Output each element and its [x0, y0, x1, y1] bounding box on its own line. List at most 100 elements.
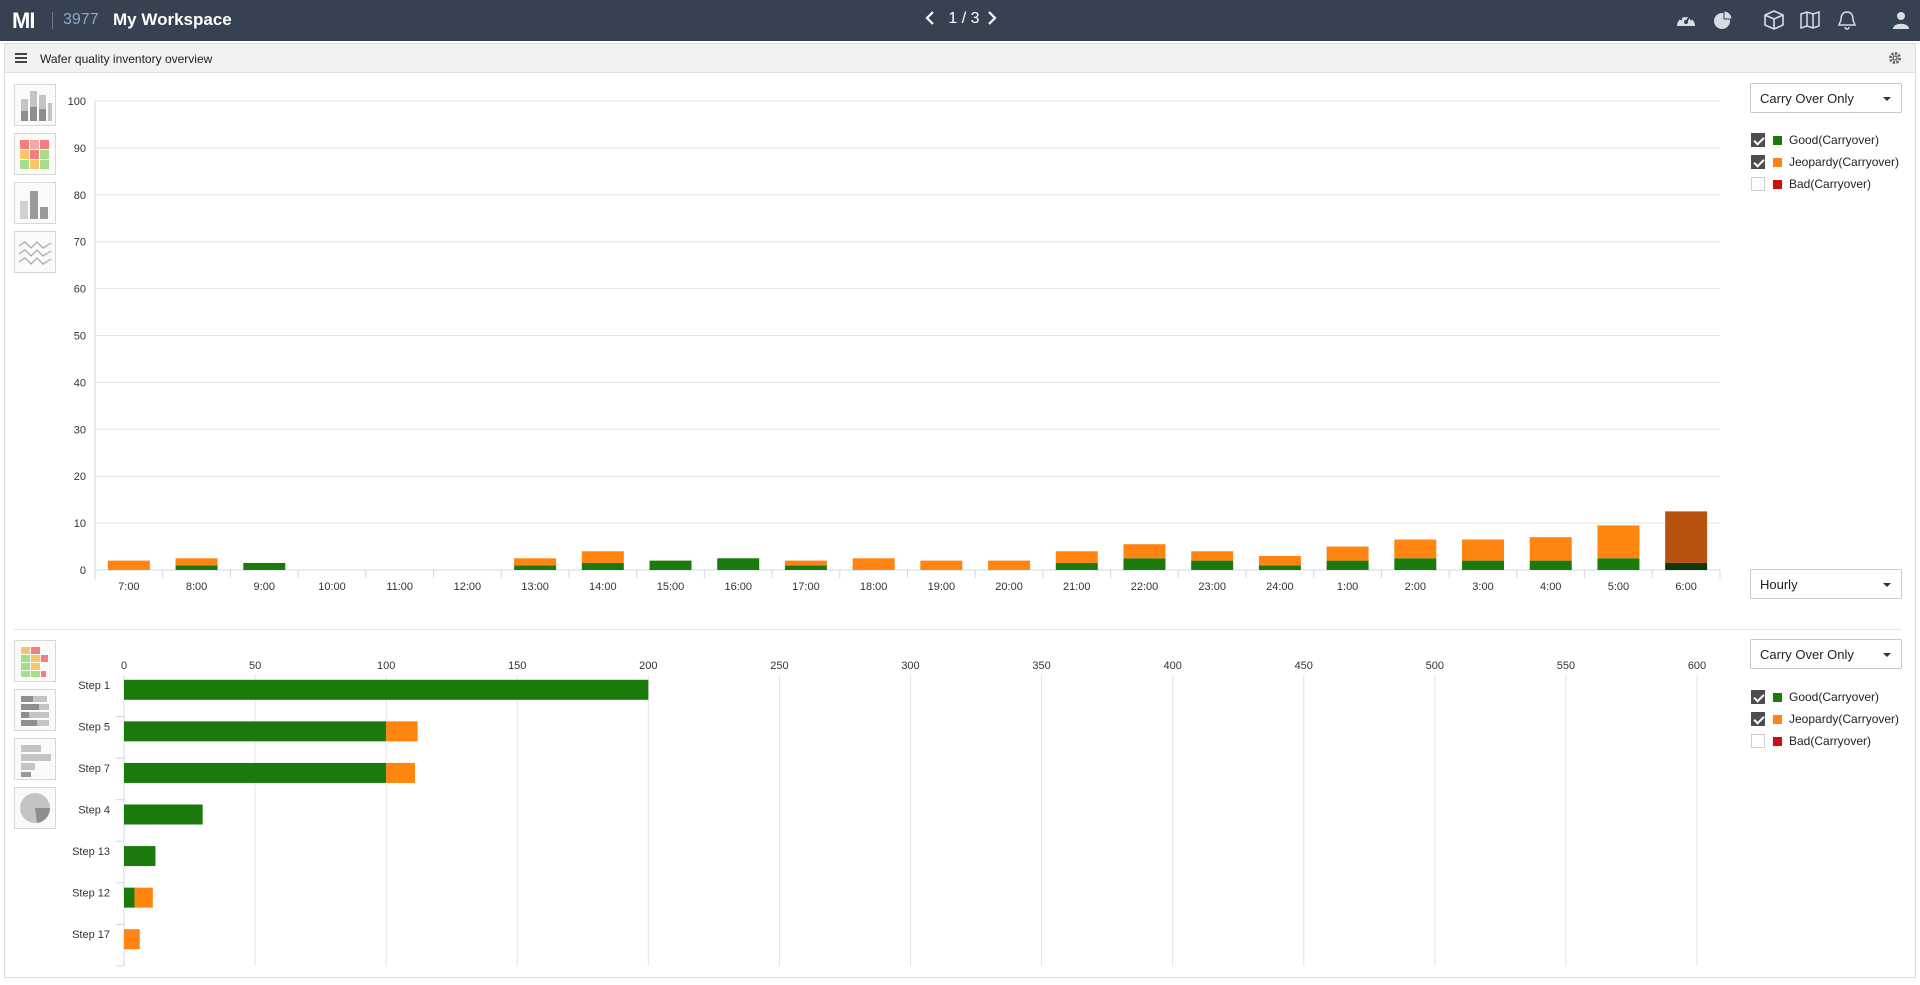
x-tick-label: 300	[901, 660, 919, 672]
pie-chart-icon[interactable]	[1712, 10, 1734, 30]
legend-label-bad: Bad(Carryover)	[1789, 734, 1872, 748]
x-tick-label: 11:00	[386, 581, 413, 593]
legend-swatch-jeopardy	[1773, 715, 1782, 724]
bar-jeopardy	[1394, 539, 1437, 559]
bar-good	[581, 562, 624, 570]
x-tick-label: 2:00	[1405, 581, 1426, 593]
bar-good	[175, 565, 218, 570]
x-tick-label: 5:00	[1608, 581, 1629, 593]
cube-icon[interactable]	[1763, 10, 1785, 30]
y-tick-label: Step 12	[72, 888, 110, 900]
chevron-left-icon[interactable]	[924, 10, 936, 31]
x-tick-label: 100	[377, 660, 395, 672]
workspace-title[interactable]: My Workspace	[113, 10, 232, 29]
page-pager: 1 / 3	[920, 8, 1040, 32]
x-tick-label: 3:00	[1472, 581, 1493, 593]
x-tick-label: 9:00	[254, 581, 275, 593]
bottom-chart-legend: Good(Carryover) Jeopardy(Carryover) Bad(…	[1751, 687, 1920, 753]
bar-jeopardy	[1529, 537, 1572, 561]
hbar-view-button[interactable]	[14, 738, 56, 780]
x-tick-label: 24:00	[1266, 581, 1294, 593]
bar-chart-view-button[interactable]	[14, 182, 56, 224]
x-tick-label: 17:00	[792, 581, 820, 593]
legend-item-jeopardy[interactable]: Jeopardy(Carryover)	[1751, 709, 1920, 731]
bell-icon[interactable]	[1836, 10, 1858, 30]
legend-item-jeopardy[interactable]: Jeopardy(Carryover)	[1751, 152, 1920, 174]
legend-checkbox-bad[interactable]	[1751, 177, 1765, 191]
top-chart-legend: Good(Carryover) Jeopardy(Carryover) Bad(…	[1751, 130, 1920, 196]
bar-jeopardy	[386, 721, 418, 742]
stacked-bar-view-button[interactable]	[14, 84, 56, 126]
y-tick-label: Step 1	[78, 680, 110, 692]
hourly-stacked-bar-chart: 0 10 20 30 40 50 60 70 80 90 100 7:00 8:00 9:00 10:00 1…	[68, 96, 1721, 593]
workspace-id: 3977	[63, 11, 99, 28]
x-tick-label: 4:00	[1540, 581, 1561, 593]
legend-item-bad[interactable]: Bad(Carryover)	[1751, 731, 1920, 753]
x-tick-label: 200	[639, 660, 657, 672]
legend-checkbox-jeopardy[interactable]	[1751, 712, 1765, 726]
line-chart-view-button[interactable]	[14, 231, 56, 273]
x-tick-label: 16:00	[724, 581, 752, 593]
legend-swatch-jeopardy	[1773, 158, 1782, 167]
carryover-filter-dropdown[interactable]: Carry Over Only	[1750, 83, 1902, 113]
y-tick-label: Step 13	[72, 846, 110, 858]
dashboard-gauge-icon[interactable]	[1675, 10, 1697, 30]
x-tick-label: 20:00	[995, 581, 1023, 593]
bar-jeopardy	[1055, 551, 1098, 563]
bar-good	[124, 846, 156, 867]
section-divider	[14, 629, 1902, 630]
bar-good	[124, 721, 387, 742]
widget-panel: Wafer quality inventory overview	[4, 43, 1916, 978]
chevron-right-icon[interactable]	[986, 10, 998, 31]
legend-checkbox-bad[interactable]	[1751, 734, 1765, 748]
hamburger-menu-icon[interactable]	[15, 53, 27, 63]
legend-item-good[interactable]: Good(Carryover)	[1751, 130, 1920, 152]
heatmap-view-button[interactable]	[14, 133, 56, 175]
y-tick-label: 80	[74, 190, 86, 202]
x-tick-label: 550	[1557, 660, 1575, 672]
legend-swatch-bad	[1773, 737, 1782, 746]
legend-item-good[interactable]: Good(Carryover)	[1751, 687, 1920, 709]
app-logo[interactable]: MI	[12, 8, 35, 33]
y-tick-label: Step 7	[78, 763, 110, 775]
pie-view-button[interactable]	[14, 787, 56, 829]
logo-separator	[52, 12, 53, 29]
bar-good	[1665, 562, 1708, 570]
bar-jeopardy	[175, 558, 218, 566]
gear-icon[interactable]	[1888, 51, 1902, 65]
bar-jeopardy	[1191, 551, 1234, 561]
bottom-carryover-filter-dropdown[interactable]: Carry Over Only	[1750, 639, 1902, 669]
legend-checkbox-good[interactable]	[1751, 133, 1765, 147]
panel-header: Wafer quality inventory overview	[5, 44, 1915, 73]
x-tick-label: 19:00	[928, 581, 956, 593]
bar-jeopardy	[988, 560, 1031, 570]
x-tick-label: 8:00	[186, 581, 207, 593]
legend-label-jeopardy: Jeopardy(Carryover)	[1789, 712, 1900, 726]
bar-good	[1529, 560, 1572, 570]
y-tick-label: 100	[68, 96, 86, 108]
bar-good	[1123, 558, 1166, 570]
interval-dropdown[interactable]: Hourly	[1750, 569, 1902, 599]
x-tick-label: 14:00	[589, 581, 617, 593]
bar-jeopardy	[134, 887, 153, 908]
bar-good	[1394, 558, 1437, 570]
x-tick-label: 12:00	[454, 581, 482, 593]
legend-label-good: Good(Carryover)	[1789, 690, 1880, 704]
legend-checkbox-good[interactable]	[1751, 690, 1765, 704]
legend-item-bad[interactable]: Bad(Carryover)	[1751, 174, 1920, 196]
bar-jeopardy	[1123, 544, 1166, 559]
legend-label-bad: Bad(Carryover)	[1789, 177, 1872, 191]
legend-swatch-good	[1773, 693, 1782, 702]
user-icon[interactable]	[1890, 10, 1912, 30]
bar-jeopardy	[784, 560, 827, 566]
interval-value: Hourly	[1760, 577, 1798, 592]
stacked-hbar-view-button[interactable]	[14, 689, 56, 731]
x-tick-label: 1:00	[1337, 581, 1358, 593]
bar-jeopardy	[1326, 546, 1369, 561]
legend-checkbox-jeopardy[interactable]	[1751, 155, 1765, 169]
x-tick-label: 10:00	[318, 581, 346, 593]
y-tick-label: Step 4	[78, 805, 110, 817]
bar-good	[124, 804, 203, 825]
heatmap-horizontal-view-button[interactable]	[14, 640, 56, 682]
map-icon[interactable]	[1799, 10, 1821, 30]
